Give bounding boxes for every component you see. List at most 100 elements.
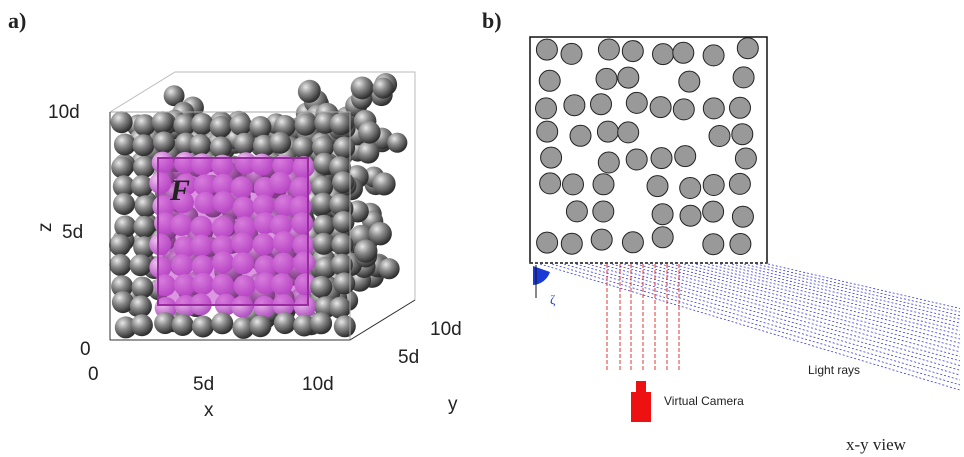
sphere xyxy=(191,113,213,135)
light-ray xyxy=(720,264,960,323)
particle xyxy=(732,124,753,145)
particle xyxy=(703,45,724,66)
axis-line xyxy=(350,300,415,340)
particle xyxy=(652,204,673,225)
rays-label: Light rays xyxy=(808,363,860,377)
sphere xyxy=(333,137,355,159)
particle xyxy=(709,126,730,147)
light-rays xyxy=(540,264,960,390)
light-ray xyxy=(660,264,960,343)
particle xyxy=(675,146,696,167)
particle xyxy=(626,92,647,113)
particle-section xyxy=(536,38,759,255)
sphere xyxy=(131,314,153,336)
particle xyxy=(650,97,671,118)
sphere xyxy=(133,216,155,238)
sphere xyxy=(357,141,379,163)
sphere xyxy=(379,258,400,279)
y-axis-label: y xyxy=(448,394,458,415)
sphere xyxy=(298,80,320,102)
particle xyxy=(593,174,614,195)
sphere xyxy=(292,137,314,159)
particle xyxy=(737,38,758,59)
figure: a) b) F 10d 5d 0 z 0 5d 10d x 5d 10d y ζ… xyxy=(0,0,964,457)
particle xyxy=(561,43,582,64)
particle xyxy=(703,201,724,222)
z-tick-label: 5d xyxy=(62,222,83,243)
camera-label: Virtual Camera xyxy=(664,394,744,408)
x-tick-label: 0 xyxy=(88,364,99,385)
particle xyxy=(652,227,673,248)
light-ray xyxy=(540,264,960,390)
light-ray xyxy=(744,264,960,316)
sphere xyxy=(109,234,131,256)
light-ray xyxy=(684,264,960,335)
light-ray xyxy=(552,264,960,385)
particle xyxy=(732,206,753,227)
sphere xyxy=(249,315,271,337)
sphere xyxy=(295,114,317,136)
particle xyxy=(647,176,668,197)
particle xyxy=(539,70,560,91)
particle xyxy=(541,147,562,168)
particle xyxy=(680,178,701,199)
camera-lens xyxy=(636,381,646,393)
sphere xyxy=(210,116,232,138)
sphere xyxy=(351,76,374,99)
sphere xyxy=(234,133,256,155)
z-tick-label: 0 xyxy=(80,339,91,360)
force-label: F xyxy=(169,174,190,207)
sphere xyxy=(111,156,133,178)
particle xyxy=(536,98,557,119)
particle xyxy=(679,71,700,92)
sphere xyxy=(130,295,152,317)
sphere xyxy=(334,315,356,337)
sphere xyxy=(332,171,354,193)
z-tick-label: 10d xyxy=(48,102,80,123)
particle xyxy=(730,234,751,255)
particle xyxy=(591,229,612,250)
y-tick-label: 5d xyxy=(398,347,419,368)
particle xyxy=(733,67,754,88)
sphere xyxy=(189,134,211,156)
particle xyxy=(703,98,724,119)
particle xyxy=(566,201,587,222)
sphere xyxy=(354,239,377,262)
particle xyxy=(536,39,557,60)
angle-label: ζ xyxy=(550,292,556,307)
sphere xyxy=(130,254,152,276)
view-box xyxy=(530,37,767,263)
particle xyxy=(563,174,584,195)
sphere xyxy=(249,116,271,138)
x-axis-label: x xyxy=(204,400,214,421)
particle xyxy=(626,149,647,170)
sphere xyxy=(333,211,355,233)
x-tick-label: 5d xyxy=(193,374,214,395)
particle xyxy=(622,232,643,253)
sphere xyxy=(269,132,291,154)
light-ray xyxy=(648,264,960,347)
light-ray xyxy=(564,264,960,380)
view-label: x-y view xyxy=(846,435,907,454)
sphere xyxy=(310,276,332,298)
particle xyxy=(730,97,751,118)
particle xyxy=(598,39,619,60)
particle xyxy=(561,233,582,254)
light-ray xyxy=(768,264,960,308)
light-ray xyxy=(636,264,960,352)
sphere xyxy=(274,312,296,334)
sphere xyxy=(153,131,175,153)
light-ray xyxy=(696,264,960,331)
sphere xyxy=(330,113,352,135)
sphere xyxy=(310,312,332,334)
particle xyxy=(622,41,643,62)
sphere xyxy=(192,316,214,338)
sphere xyxy=(172,314,194,336)
y-tick-label: 10d xyxy=(430,319,462,340)
panel-label: a) xyxy=(8,8,26,33)
particle xyxy=(570,125,591,146)
sphere xyxy=(113,193,135,215)
camera-body xyxy=(631,392,651,422)
particle xyxy=(680,205,701,226)
particle xyxy=(564,95,585,116)
